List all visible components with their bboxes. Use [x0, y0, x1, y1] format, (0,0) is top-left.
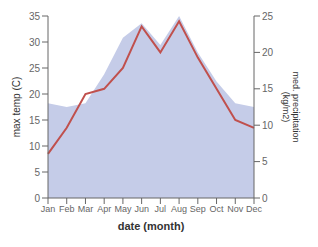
svg-text:med. precipitation(kg/m2): med. precipitation(kg/m2) — [281, 71, 301, 142]
svg-text:10: 10 — [262, 120, 274, 131]
svg-text:25: 25 — [262, 11, 274, 22]
svg-text:Aug: Aug — [171, 204, 187, 214]
svg-text:Apr: Apr — [97, 204, 111, 214]
svg-text:0: 0 — [34, 193, 40, 204]
svg-text:Dec: Dec — [246, 204, 263, 214]
svg-text:date (month): date (month) — [118, 220, 185, 232]
svg-text:Jan: Jan — [41, 204, 56, 214]
svg-text:15: 15 — [262, 83, 274, 94]
svg-text:May: May — [114, 204, 132, 214]
svg-text:Mar: Mar — [78, 204, 94, 214]
svg-text:Jun: Jun — [134, 204, 149, 214]
svg-text:Feb: Feb — [59, 204, 75, 214]
svg-text:35: 35 — [29, 11, 41, 22]
svg-text:Sep: Sep — [190, 204, 206, 214]
svg-text:25: 25 — [29, 63, 41, 74]
svg-text:15: 15 — [29, 115, 41, 126]
svg-text:10: 10 — [29, 141, 41, 152]
svg-text:5: 5 — [262, 156, 268, 167]
svg-text:Jul: Jul — [155, 204, 167, 214]
svg-text:20: 20 — [29, 89, 41, 100]
svg-text:0: 0 — [262, 193, 268, 204]
svg-text:30: 30 — [29, 37, 41, 48]
svg-text:max temp (C): max temp (C) — [11, 77, 22, 138]
svg-text:5: 5 — [34, 167, 40, 178]
svg-text:Nov: Nov — [227, 204, 244, 214]
svg-text:20: 20 — [262, 47, 274, 58]
svg-text:Oct: Oct — [210, 204, 225, 214]
